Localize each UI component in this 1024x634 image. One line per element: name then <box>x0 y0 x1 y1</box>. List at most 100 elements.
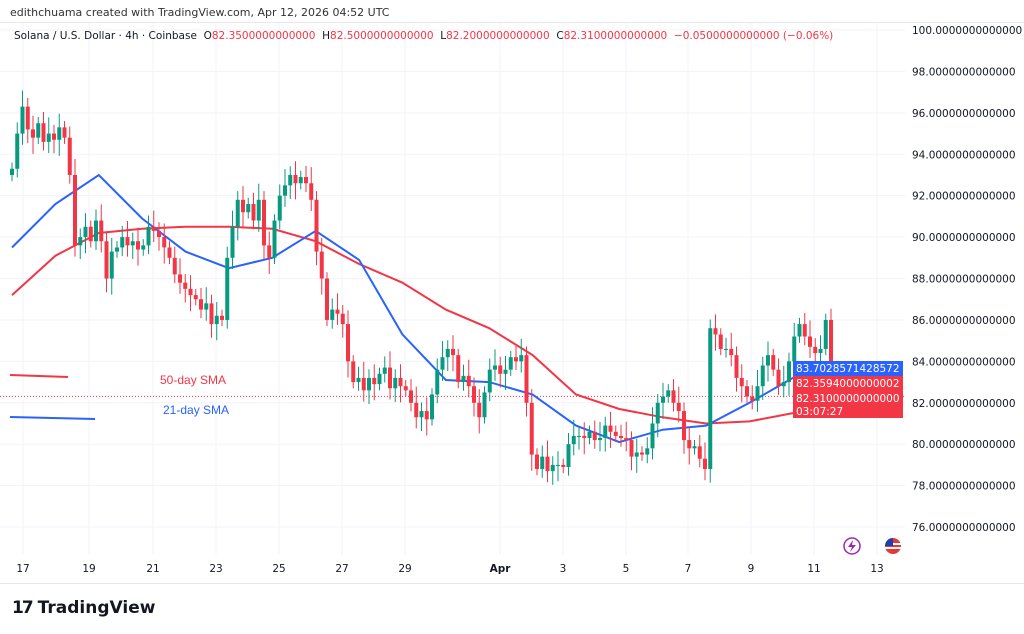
us-flag-icon[interactable] <box>885 538 901 554</box>
candle-body <box>823 319 828 349</box>
candle <box>755 370 760 412</box>
x-tick-label: 19 <box>82 563 95 575</box>
candle-body <box>167 247 172 258</box>
candle-body <box>57 127 62 140</box>
candle-body <box>687 440 692 449</box>
candle <box>277 184 282 230</box>
candle <box>115 241 119 258</box>
candle-body <box>766 355 770 366</box>
candle <box>440 341 445 381</box>
candle <box>430 388 434 426</box>
candle-body <box>802 324 807 337</box>
candle-body <box>356 377 361 383</box>
candle-body <box>482 392 487 418</box>
candle <box>288 166 293 199</box>
candle <box>335 293 340 325</box>
candle <box>451 335 455 372</box>
candle-body <box>288 174 293 186</box>
tradingview-logo[interactable]: 17 TradingView <box>12 598 155 618</box>
x-tick-label: 25 <box>272 563 285 575</box>
candle <box>781 365 786 398</box>
candle <box>188 275 193 312</box>
chart-credit: edithchuama created with TradingView.com… <box>10 6 390 19</box>
candle-body <box>787 361 791 383</box>
x-tick-label: 23 <box>209 563 222 575</box>
y-tick-label: 92.0000000000000 <box>912 191 1016 203</box>
sma-21-annotation-label: 21-day SMA <box>163 403 229 417</box>
candle <box>382 356 387 383</box>
price-badge <box>793 376 903 391</box>
candle-body <box>141 245 146 250</box>
sma-50-annotation-label: 50-day SMA <box>160 373 226 387</box>
candle-body <box>209 303 214 325</box>
candle <box>304 165 308 192</box>
candle <box>46 117 51 154</box>
candle <box>398 364 403 403</box>
candle-body <box>46 133 51 142</box>
candle <box>766 341 770 382</box>
candle <box>204 287 209 321</box>
candle-body <box>41 123 46 142</box>
candle <box>41 112 46 151</box>
candle <box>15 122 20 178</box>
symbol-title[interactable]: Solana / U.S. Dollar · 4h · Coinbase <box>14 30 197 42</box>
candle <box>267 231 272 274</box>
bar-countdown: 03:07:27 <box>796 406 843 418</box>
candle <box>550 456 555 485</box>
lightning-icon[interactable] <box>843 537 861 555</box>
candle <box>456 348 461 389</box>
tradingview-logo-mark: 17 <box>12 598 34 618</box>
candle-body <box>272 220 277 258</box>
candle-body <box>676 402 681 412</box>
candle <box>519 338 524 373</box>
candle <box>325 272 329 327</box>
candle-body <box>325 278 329 320</box>
candle-body <box>430 394 434 420</box>
candle-body <box>62 127 67 138</box>
candle <box>587 425 592 445</box>
candle-body <box>708 328 713 470</box>
x-tick-label: 27 <box>335 563 348 575</box>
candle-body <box>20 106 25 134</box>
candle <box>73 158 77 257</box>
candle-body <box>319 251 324 279</box>
candle-body <box>456 355 461 383</box>
candle <box>298 170 303 190</box>
candle-body <box>760 365 765 387</box>
candle <box>498 356 503 388</box>
candle <box>20 90 25 145</box>
candle <box>603 416 608 452</box>
candle-body <box>225 257 230 320</box>
candle-body <box>603 425 608 438</box>
candle-body <box>571 435 576 445</box>
candle-body <box>99 220 104 242</box>
chart-frame <box>0 22 1024 584</box>
x-tick-label: 21 <box>146 563 159 575</box>
candle-body <box>262 199 266 246</box>
candle <box>319 237 324 295</box>
candle <box>409 379 413 412</box>
candle <box>608 411 613 448</box>
candle <box>472 377 476 417</box>
candle-body <box>703 458 707 470</box>
candle <box>508 351 513 376</box>
candle-body <box>314 199 319 252</box>
candle <box>130 232 135 260</box>
candle-body <box>718 334 723 349</box>
candle <box>419 402 424 431</box>
candle <box>388 351 392 400</box>
candle <box>78 228 83 260</box>
price-badge-text: 82.3100000000000 <box>796 393 900 405</box>
candle <box>36 116 41 144</box>
candle-body <box>388 367 392 389</box>
candle <box>314 191 319 266</box>
candle <box>246 197 251 219</box>
candle <box>619 424 623 447</box>
candle-body <box>503 369 508 374</box>
candle <box>309 167 314 212</box>
candle <box>52 124 56 154</box>
candle-body <box>550 464 555 472</box>
candle <box>230 210 235 269</box>
candle <box>220 309 224 327</box>
